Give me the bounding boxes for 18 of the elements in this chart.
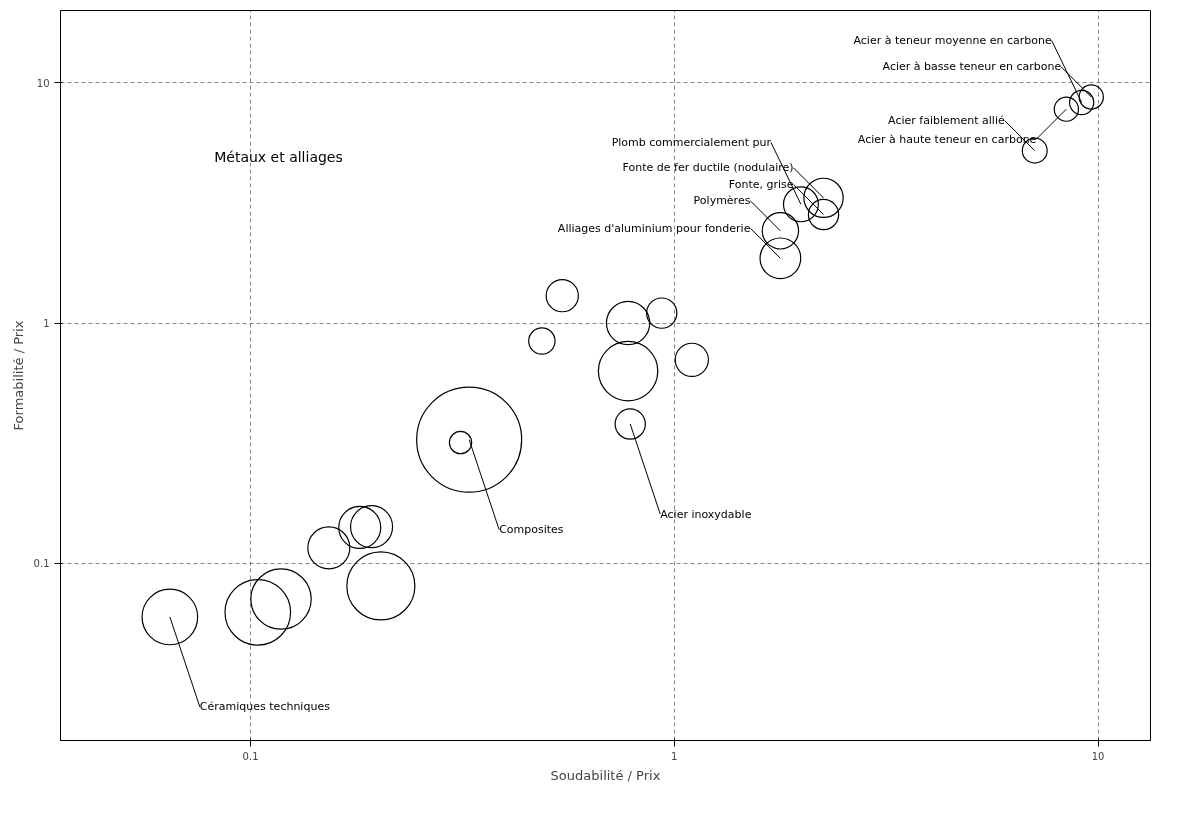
y-axis-title: Formabilité / Prix <box>10 320 26 431</box>
annotation: Composites <box>499 523 564 537</box>
annotation: Polymères <box>693 194 751 208</box>
annotation: Acier à basse teneur en carbone <box>882 60 1062 74</box>
annotation: Métaux et alliages <box>214 148 343 165</box>
annotation: Alliages d'aluminium pour fonderie <box>557 221 751 235</box>
x-tick-label: 0.1 <box>242 750 259 762</box>
annotation: Acier à teneur moyenne en carbone <box>853 34 1052 48</box>
x-tick-label: 10 <box>1091 750 1105 762</box>
annotation: Céramiques techniques <box>199 700 331 714</box>
annotation: Acier faiblement allié <box>888 114 1005 128</box>
y-tick-label: 1 <box>43 318 50 330</box>
x-axis-title: Soudabilité / Prix <box>550 767 661 783</box>
x-tick-label: 1 <box>671 750 678 762</box>
annotation: Plomb commercialement pur <box>611 135 772 149</box>
y-tick-label: 10 <box>36 77 50 89</box>
annotation: Acier inoxydable <box>660 507 752 521</box>
y-tick-label: 0.1 <box>33 558 50 570</box>
